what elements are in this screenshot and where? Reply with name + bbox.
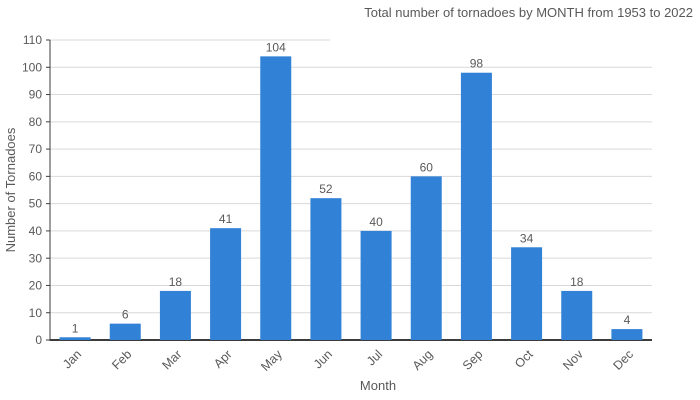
x-tick-label-oct: Oct xyxy=(512,347,536,371)
y-tick-label-20: 20 xyxy=(29,279,43,293)
bar-value-jun: 52 xyxy=(319,182,333,196)
y-tick-label-30: 30 xyxy=(29,251,43,265)
y-tick-label-50: 50 xyxy=(29,197,43,211)
x-tick-label-sep: Sep xyxy=(460,347,486,373)
bar-dec xyxy=(611,329,643,340)
x-tick-label-dec: Dec xyxy=(610,347,636,373)
x-axis-title: Month xyxy=(360,378,396,393)
bar-value-aug: 60 xyxy=(420,160,434,174)
bar-value-may: 104 xyxy=(266,40,286,54)
bar-value-apr: 41 xyxy=(219,212,233,226)
y-tick-label-10: 10 xyxy=(29,306,43,320)
bar-sep xyxy=(460,72,492,341)
x-tick-label-may: May xyxy=(258,347,285,374)
x-tick-label-feb: Feb xyxy=(109,347,134,372)
bar-value-oct: 34 xyxy=(520,231,534,245)
bar-value-jul: 40 xyxy=(369,215,383,229)
bar-value-nov: 18 xyxy=(570,275,584,289)
bar-value-dec: 4 xyxy=(624,313,631,327)
x-tick-label-jan: Jan xyxy=(60,347,84,371)
y-tick-label-110: 110 xyxy=(23,33,42,47)
bar-value-sep: 98 xyxy=(470,57,484,71)
bar-feb xyxy=(109,323,141,340)
bar-jun xyxy=(310,198,342,340)
x-tick-label-apr: Apr xyxy=(211,347,235,371)
bar-aug xyxy=(410,176,442,340)
x-tick-label-mar: Mar xyxy=(159,347,184,372)
bar-jul xyxy=(360,230,392,340)
x-tick-label-jun: Jun xyxy=(311,347,335,371)
bar-value-jan: 1 xyxy=(72,321,79,335)
bar-mar xyxy=(159,290,191,340)
chart-title: Total number of tornadoes by MONTH from … xyxy=(364,5,693,20)
y-tick-label-40: 40 xyxy=(29,224,43,238)
y-tick-label-70: 70 xyxy=(29,142,43,156)
bar-apr xyxy=(210,228,242,340)
x-tick-label-nov: Nov xyxy=(560,347,586,373)
y-axis-title: Number of Tornadoes xyxy=(3,127,18,252)
x-tick-label-aug: Aug xyxy=(410,347,436,373)
bar-nov xyxy=(561,290,593,340)
bar-value-mar: 18 xyxy=(169,275,183,289)
bar-jan xyxy=(59,337,91,340)
y-tick-label-80: 80 xyxy=(29,115,43,129)
bar-oct xyxy=(511,247,543,340)
x-tick-label-jul: Jul xyxy=(364,347,385,368)
y-tick-label-90: 90 xyxy=(29,88,43,102)
bar-value-feb: 6 xyxy=(122,308,129,322)
bar-may xyxy=(260,56,292,340)
y-tick-label-60: 60 xyxy=(29,169,43,183)
y-tick-label-0: 0 xyxy=(35,333,42,347)
y-tick-label-100: 100 xyxy=(22,60,42,74)
